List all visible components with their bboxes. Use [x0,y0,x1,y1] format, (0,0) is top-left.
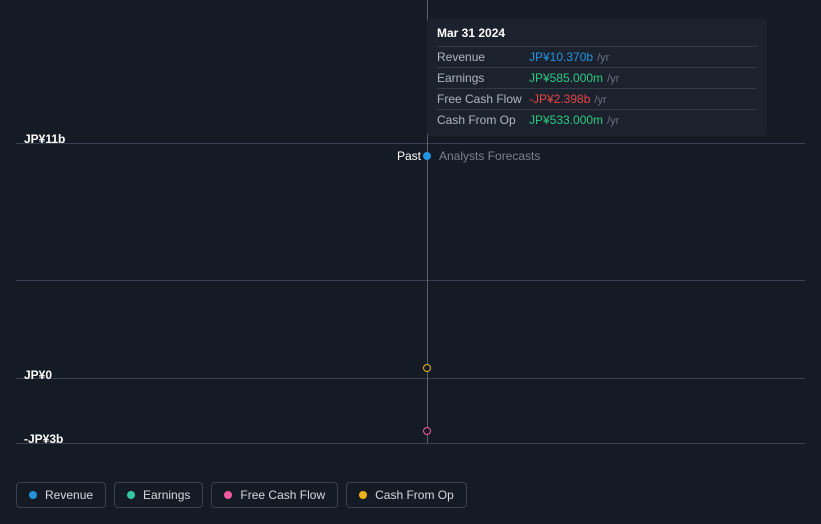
legend-dot-icon [29,491,37,499]
data-tooltip: Mar 31 2024 RevenueJP¥10.370b/yrEarnings… [427,18,767,136]
tooltip-unit: /yr [594,94,606,106]
gridline [16,280,805,281]
y-axis-label: JP¥11b [24,132,65,146]
tooltip-row: Free Cash Flow-JP¥2.398b/yr [437,88,757,109]
tooltip-metric: Earnings [437,71,529,85]
gridline [16,378,805,379]
y-axis-label: JP¥0 [24,368,52,382]
forecast-label: Analysts Forecasts [439,149,540,163]
gridline [16,143,805,144]
legend-label: Cash From Op [375,488,454,502]
divider-dot [423,152,431,160]
tooltip-unit: /yr [607,73,619,85]
legend-dot-icon [359,491,367,499]
tooltip-date: Mar 31 2024 [437,26,757,40]
gridline [16,443,805,444]
tooltip-row: EarningsJP¥585.000m/yr [437,67,757,88]
legend-dot-icon [127,491,135,499]
tooltip-value: JP¥10.370b [529,50,593,64]
tooltip-unit: /yr [607,115,619,127]
legend-label: Free Cash Flow [240,488,325,502]
free-cash-flow-point [423,427,431,435]
legend-item-revenue[interactable]: Revenue [16,482,106,508]
legend-label: Revenue [45,488,93,502]
y-axis-label: -JP¥3b [24,432,63,446]
tooltip-value: -JP¥2.398b [529,92,590,106]
tooltip-row: Cash From OpJP¥533.000m/yr [437,109,757,130]
tooltip-value: JP¥533.000m [529,113,603,127]
chart-legend: Revenue Earnings Free Cash Flow Cash From O… [16,482,467,508]
tooltip-value: JP¥585.000m [529,71,603,85]
tooltip-metric: Revenue [437,50,529,64]
cash-from-op-point [423,364,431,372]
legend-label: Earnings [143,488,190,502]
legend-dot-icon [224,491,232,499]
tooltip-metric: Cash From Op [437,113,529,127]
tooltip-unit: /yr [597,52,609,64]
legend-item-cash-from-op[interactable]: Cash From Op [346,482,467,508]
tooltip-metric: Free Cash Flow [437,92,529,106]
past-label: Past [397,149,421,163]
legend-item-free-cash-flow[interactable]: Free Cash Flow [211,482,338,508]
tooltip-row: RevenueJP¥10.370b/yr [437,46,757,67]
legend-item-earnings[interactable]: Earnings [114,482,203,508]
